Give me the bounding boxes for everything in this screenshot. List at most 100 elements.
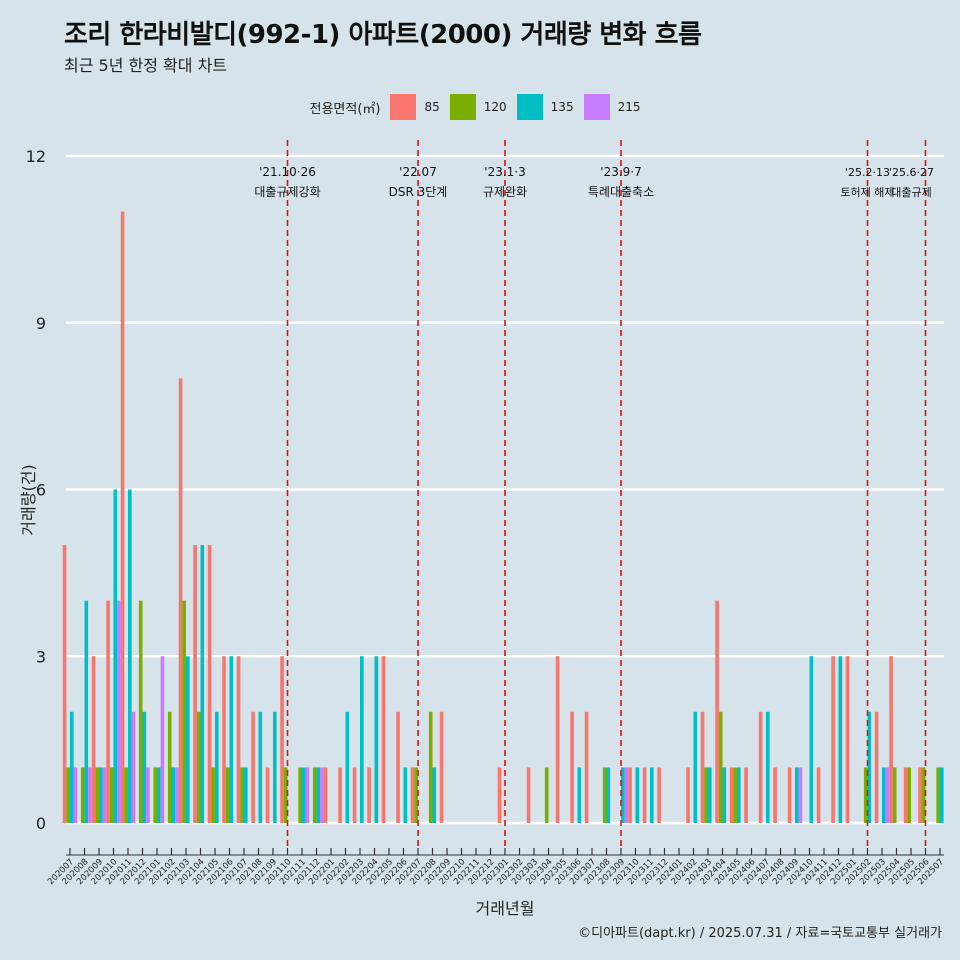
bar-135-202306	[577, 767, 582, 823]
bar-135-202502	[867, 711, 872, 823]
bar-85-202203	[352, 767, 357, 823]
bar-120-202207	[414, 767, 418, 823]
bar-85-202207	[410, 767, 415, 823]
y-tick-label: 6	[36, 481, 46, 500]
bar-120-202110	[283, 767, 288, 823]
x-axis-title: 거래년월	[476, 899, 535, 918]
legend-title: 전용면적(㎡)	[309, 101, 381, 117]
bar-135-202403	[708, 767, 712, 823]
bar-85-202409	[787, 767, 792, 823]
legend-item-215: 215	[583, 94, 640, 120]
legend-label-135: 135	[550, 100, 574, 114]
bar-120-202502	[863, 767, 868, 823]
bar-215-202409	[798, 767, 803, 823]
bar-85-202411	[816, 767, 821, 823]
bar-85-202108	[251, 711, 255, 823]
bar-120-202208	[428, 711, 433, 823]
legend-item-85: 85	[390, 94, 440, 120]
event-name-label: DSR 3단계	[389, 185, 448, 199]
bar-135-202010	[113, 489, 118, 823]
bar-135-202410	[809, 656, 814, 823]
bar-85-202206	[396, 711, 400, 823]
bar-85-202104	[193, 545, 197, 823]
event-date-label: '23.1·3	[484, 165, 525, 179]
bar-215-202012	[146, 767, 150, 823]
legend-swatch-85	[390, 94, 417, 120]
bar-215-202102	[175, 767, 179, 823]
bar-120-202507	[936, 767, 940, 823]
bar-120-202308	[602, 767, 607, 823]
bar-85-202402	[686, 767, 690, 823]
bar-85-202501	[845, 656, 850, 823]
bar-85-202406	[744, 767, 748, 823]
bar-215-202101	[160, 656, 165, 823]
bar-120-202007	[66, 767, 70, 823]
bar-85-202503	[874, 711, 879, 823]
legend: 전용면적(㎡) 85 120 135 215	[0, 92, 960, 122]
legend-label-120: 120	[483, 100, 507, 114]
bar-120-202104	[196, 711, 201, 823]
bar-215-202111	[305, 767, 310, 823]
bar-120-202504	[892, 767, 897, 823]
event-name-label: 대출규제	[891, 186, 931, 199]
bar-135-202105	[215, 711, 219, 823]
bar-85-202205	[381, 656, 386, 823]
bar-215-202112	[320, 767, 324, 823]
bar-120-202111	[298, 767, 302, 823]
bar-85-202011	[120, 211, 125, 824]
bar-120-202506	[921, 767, 926, 823]
legend-swatch-120	[449, 94, 476, 120]
bar-135-202407	[766, 711, 770, 823]
bar-85-202301	[497, 767, 502, 823]
bar-135-202409	[795, 767, 799, 823]
bar-85-202105	[207, 545, 212, 823]
legend-label-85: 85	[424, 100, 440, 114]
bar-135-202011	[128, 489, 132, 823]
bar-135-202404	[722, 767, 727, 823]
bar-120-202404	[718, 711, 723, 823]
bar-135-202103	[186, 656, 190, 823]
bar-85-202506	[918, 767, 922, 823]
bar-135-202106	[229, 656, 234, 823]
source-caption: ©디아파트(dapt.kr) / 2025.07.31 / 자료=국토교통부 실…	[578, 926, 942, 941]
bar-215-202011	[131, 711, 136, 823]
bar-135-202402	[693, 711, 698, 823]
bar-135-202107	[244, 767, 248, 823]
bar-135-202101	[157, 767, 161, 823]
bar-85-202403	[700, 711, 705, 823]
bar-135-202112	[316, 767, 321, 823]
bar-215-202010	[117, 600, 121, 823]
event-name-label: 대출규제강화	[254, 185, 320, 199]
bar-215-202009	[102, 767, 107, 823]
event-date-label: '21.10·26	[259, 165, 316, 179]
event-name-label: 특례대출축소	[588, 185, 654, 199]
bar-135-202204	[374, 656, 379, 823]
bar-120-202403	[704, 767, 708, 823]
bar-85-202010	[106, 600, 110, 823]
event-date-label: '23.9·7	[600, 165, 641, 179]
bar-135-202405	[737, 767, 741, 823]
bar-215-202007	[73, 767, 78, 823]
event-name-label: 규제완화	[483, 185, 527, 199]
bar-135-202309	[621, 767, 625, 823]
bar-85-202107	[236, 656, 241, 823]
bar-135-202104	[200, 545, 205, 823]
bar-120-202107	[240, 767, 244, 823]
bar-85-202103	[178, 378, 183, 823]
bar-215-202503	[885, 767, 890, 823]
legend-item-120: 120	[449, 94, 507, 120]
bar-135-202202	[345, 711, 350, 823]
bar-85-202504	[889, 656, 893, 823]
bar-120-202102	[167, 711, 172, 823]
event-name-label: 토허제 해제	[840, 185, 894, 199]
bar-85-202110	[280, 656, 284, 823]
bar-135-202102	[171, 767, 176, 823]
bar-135-202009	[99, 767, 103, 823]
bar-215-202309	[624, 767, 629, 823]
y-tick-label: 12	[26, 147, 46, 166]
bar-85-202007	[62, 545, 67, 823]
bar-85-202202	[338, 767, 342, 823]
chart-title: 조리 한라비발디(992-1) 아파트(2000) 거래량 변화 흐름	[64, 20, 702, 50]
bar-120-202101	[153, 767, 157, 823]
bar-135-202507	[940, 767, 944, 823]
